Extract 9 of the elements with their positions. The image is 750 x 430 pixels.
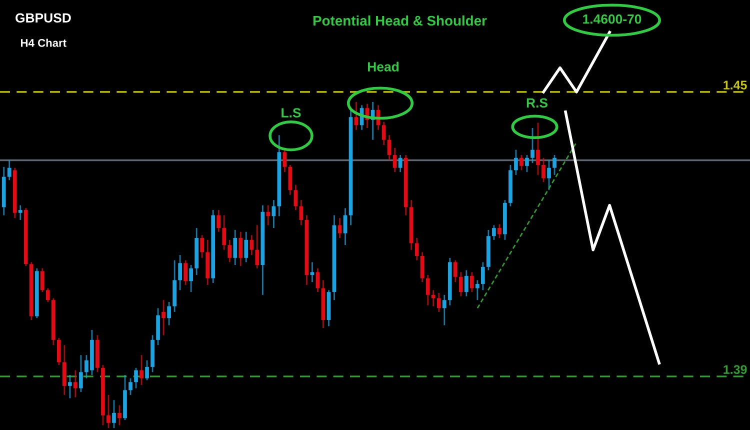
annotation: Potential Head & Shoulder — [313, 15, 487, 26]
y-tick-label: 1.45 — [724, 80, 747, 90]
text: H4 Chart — [20, 38, 66, 47]
annotation: Head — [368, 62, 399, 72]
text: GBPUSD — [16, 13, 71, 23]
annotation: L.S — [282, 108, 301, 118]
y-tick-label: 1.39 — [724, 365, 747, 374]
annotation: 1.4600-70 — [583, 14, 642, 24]
annotation: R.S — [526, 98, 548, 108]
